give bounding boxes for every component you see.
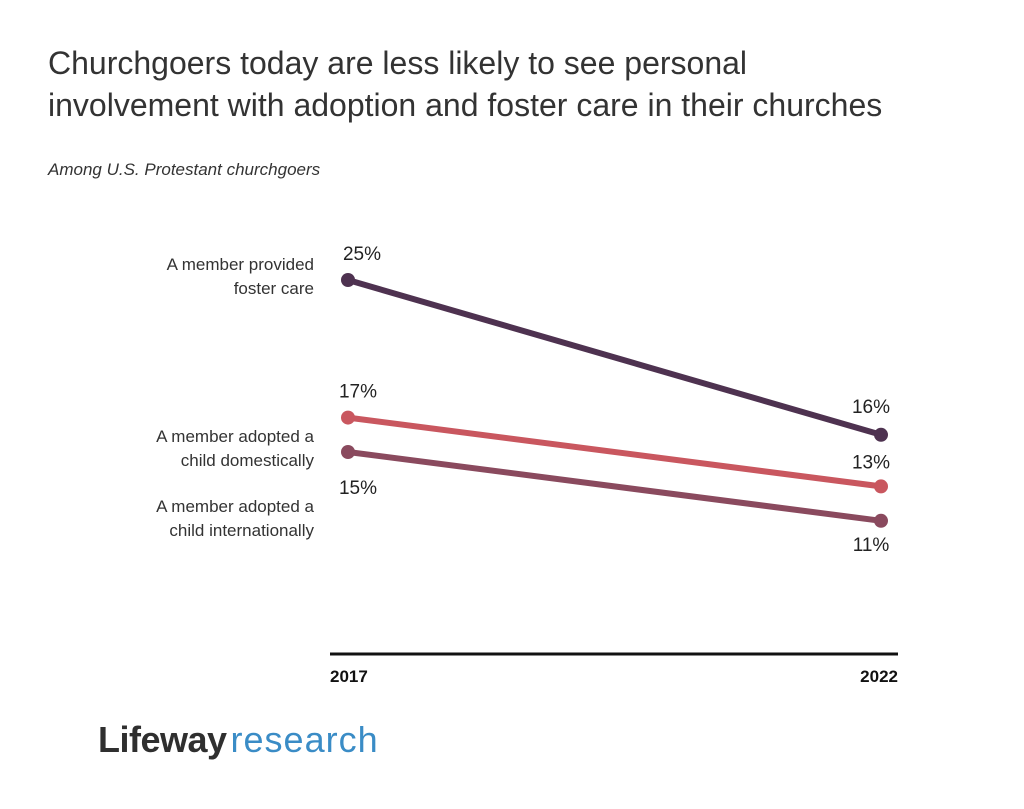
logo-research-text: research xyxy=(230,719,379,760)
chart-title: Churchgoers today are less likely to see… xyxy=(48,42,1008,126)
series-1-name-label-line-1: A member provided xyxy=(167,255,314,274)
series-2-point-2017 xyxy=(341,410,355,425)
series-1-line xyxy=(345,277,884,438)
chart-title-line-1: Churchgoers today are less likely to see… xyxy=(48,45,748,81)
series-1-point-2022 xyxy=(874,427,888,442)
series-2-name-label-line-2: child domestically xyxy=(181,451,315,470)
x-tick-label-2022: 2022 xyxy=(860,667,898,686)
series-1-point-2017 xyxy=(341,273,355,287)
chart-subtitle: Among U.S. Protestant churchgoers xyxy=(48,160,321,179)
series-3-point-2017 xyxy=(341,445,355,459)
series-3-point-2022 xyxy=(874,513,888,528)
series-2-line xyxy=(345,414,884,490)
series-1-value-label-2022: 16% xyxy=(852,397,890,418)
series-3-name-label-line-2: child internationally xyxy=(169,521,314,540)
series-2-name-label-line-1: A member adopted a xyxy=(156,427,314,446)
series-1-value-label-2017: 25% xyxy=(343,244,381,265)
logo-brand-text: Lifeway xyxy=(98,719,227,760)
series-2-value-label-2017: 17% xyxy=(339,382,377,403)
series-3-name-label-line-1: A member adopted a xyxy=(156,497,314,516)
series-3-line xyxy=(345,449,884,524)
series-3-value-label-2017: 15% xyxy=(339,478,377,499)
series-3-value-label-2022: 11% xyxy=(853,535,890,556)
series-2-value-label-2022: 13% xyxy=(852,452,890,473)
series-1-name-label-line-2: foster care xyxy=(234,279,314,298)
chart-title-line-2: involvement with adoption and foster car… xyxy=(48,87,883,123)
series-2-point-2022 xyxy=(874,479,888,494)
x-tick-label-2017: 2017 xyxy=(330,667,368,686)
lifeway-research-logo: Lifeway research xyxy=(98,716,379,764)
